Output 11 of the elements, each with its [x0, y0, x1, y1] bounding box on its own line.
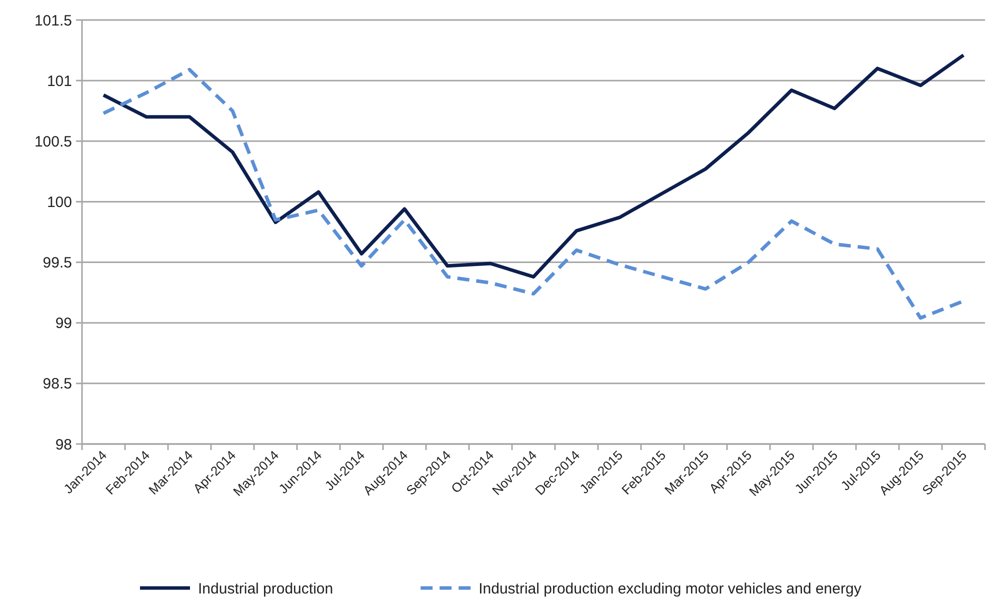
y-tick-label: 100.5: [34, 133, 72, 150]
line-series: [102, 53, 966, 279]
y-tick-label: 99: [55, 315, 72, 332]
y-tick-label: 99.5: [42, 254, 72, 272]
y-tick-label: 101: [46, 72, 72, 90]
y-tick-label: 98: [55, 436, 72, 454]
legend-label: Industrial production: [198, 580, 334, 598]
y-tick-label: 100: [46, 194, 72, 211]
y-tick-label: 98.5: [42, 376, 72, 393]
legend-label: Industrial production excluding motor vehicles and energy: [478, 580, 862, 598]
y-tick-label: 101.5: [34, 12, 72, 30]
